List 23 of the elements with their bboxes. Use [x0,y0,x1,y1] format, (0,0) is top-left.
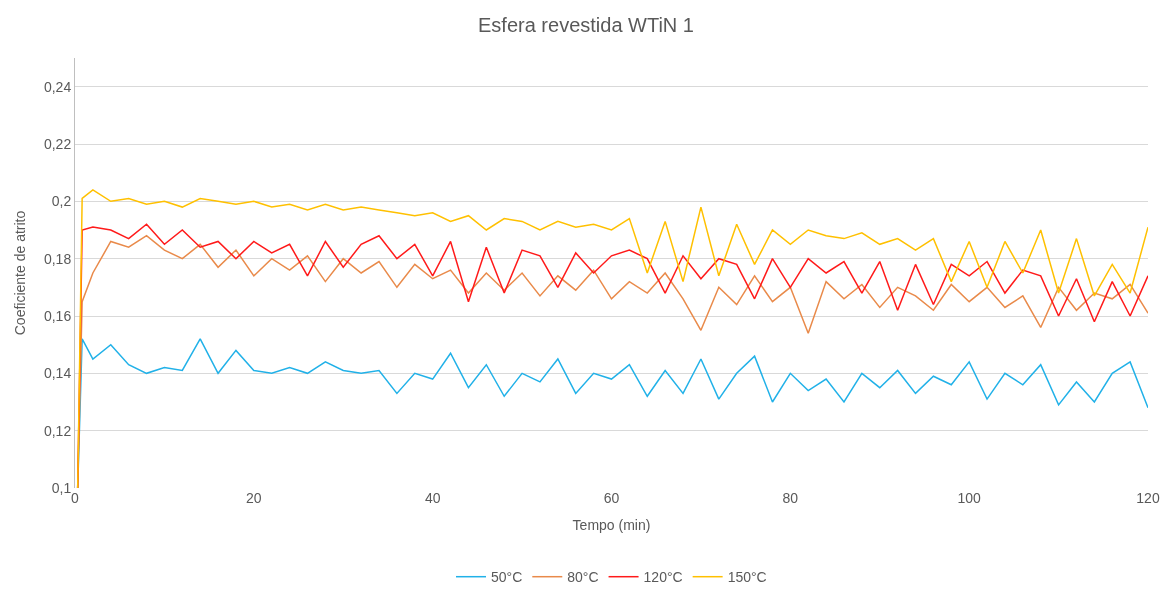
y-axis-title: Coeficiente de atrito [11,210,28,336]
y-tick-label: 0,18 [43,250,72,267]
x-tick-label: 100 [957,490,982,506]
x-axis-title: Tempo (min) [572,517,651,534]
y-tick-label: 0,12 [43,422,72,439]
legend-label: 50°C [491,569,523,586]
x-tick-label: 80 [782,490,799,506]
x-tick-label: 20 [246,490,262,506]
x-tick-label: 0 [71,490,80,506]
x-tick-label: 60 [603,490,620,506]
chart-title: Esfera revestida WTiN 1 [478,14,694,37]
line-series [76,338,1148,488]
x-tick-label: 120 [1136,490,1160,506]
legend-label: 150°C [727,569,767,586]
y-tick-label: 0,22 [43,135,72,152]
y-tick-label: 0,24 [43,78,72,95]
x-tick-label: 40 [424,490,441,506]
y-tick-label: 0,14 [43,365,72,382]
y-tick-label: 0,1 [51,479,72,496]
y-tick-label: 0,2 [51,193,72,210]
legend-label: 120°C [643,569,683,586]
y-tick-label: 0,16 [43,307,72,324]
legend-label: 80°C [567,569,599,586]
